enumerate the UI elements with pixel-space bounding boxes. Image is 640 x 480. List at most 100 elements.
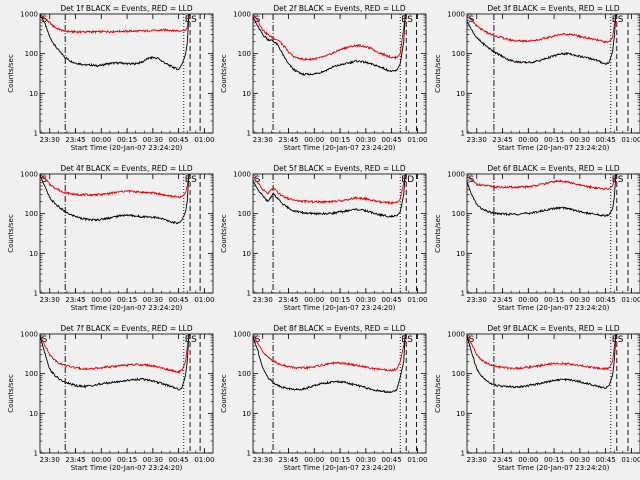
- x-tick-label: 00:45: [382, 296, 402, 304]
- x-tick-label: 00:15: [330, 296, 350, 304]
- time-marker-label: S: [618, 175, 624, 185]
- time-marker-label: D: [407, 175, 414, 185]
- x-tick-label: 00:30: [356, 296, 376, 304]
- events-series-line: [252, 173, 406, 218]
- y-tick-label: 1000: [20, 11, 38, 19]
- lld-series-line: [39, 173, 190, 199]
- x-tick-label: 23:45: [492, 456, 512, 464]
- x-tick-label: 00:30: [143, 136, 163, 144]
- x-tick-label: 00:00: [518, 296, 538, 304]
- y-tick-label: 1000: [20, 331, 38, 339]
- y-tick-label: 1000: [233, 171, 251, 179]
- x-tick-label: 00:45: [169, 136, 189, 144]
- plot-frame: [466, 333, 640, 454]
- x-tick-label: 00:45: [382, 136, 402, 144]
- x-tick-label: 23:30: [253, 456, 273, 464]
- x-tick-label: 00:00: [304, 456, 324, 464]
- x-tick-label: 00:30: [570, 136, 590, 144]
- events-series-line: [39, 333, 190, 391]
- x-tick-label: 23:30: [40, 456, 60, 464]
- y-tick-label: 10: [242, 250, 251, 258]
- x-tick-label: 01:00: [407, 136, 427, 144]
- x-tick-label: 00:15: [544, 136, 564, 144]
- x-axis-label: Start Time (20-Jan-07 23:24:20): [284, 304, 396, 312]
- y-tick-label: 10: [456, 250, 465, 258]
- y-tick-label: 100: [25, 210, 38, 218]
- x-tick-label: 00:45: [169, 456, 189, 464]
- events-series-line: [466, 333, 617, 389]
- time-marker-label: S: [618, 335, 624, 345]
- lld-series-line: [252, 13, 406, 62]
- x-tick-label: 23:30: [40, 296, 60, 304]
- x-tick-label: 00:30: [356, 136, 376, 144]
- y-tick-label: 1: [34, 130, 38, 138]
- y-axis-label: Counts/sec: [434, 374, 442, 413]
- y-tick-label: 1000: [447, 11, 465, 19]
- x-tick-label: 23:45: [278, 296, 298, 304]
- y-tick-label: 1: [461, 290, 465, 298]
- x-tick-label: 01:00: [621, 456, 640, 464]
- x-tick-label: 23:45: [65, 136, 85, 144]
- events-series-line: [466, 13, 617, 66]
- x-tick-label: 01:00: [407, 296, 427, 304]
- y-tick-label: 1: [34, 290, 38, 298]
- events-series-line: [252, 333, 406, 394]
- x-axis-label: Start Time (20-Jan-07 23:24:20): [284, 144, 396, 152]
- plot-frame: [252, 333, 427, 454]
- panel-2: Det 2f BLACK = Events, RED = LLD 1 10 100 10…: [220, 4, 428, 152]
- x-axis-label: Start Time (20-Jan-07 23:24:20): [71, 304, 183, 312]
- x-tick-label: 23:45: [65, 296, 85, 304]
- x-tick-label: 00:45: [596, 456, 616, 464]
- x-tick-label: 00:45: [596, 136, 616, 144]
- y-tick-label: 100: [238, 50, 251, 58]
- y-tick-label: 10: [29, 250, 38, 258]
- y-tick-label: 10: [242, 90, 251, 98]
- y-axis-label: Counts/sec: [7, 54, 15, 93]
- y-tick-label: 1000: [447, 331, 465, 339]
- plot-frame: [39, 13, 214, 134]
- events-series-line: [252, 13, 406, 77]
- chart-title: Det 7f BLACK = Events, RED = LLD: [60, 324, 193, 333]
- plot-frame: [39, 333, 214, 454]
- y-tick-label: 1: [34, 450, 38, 458]
- x-tick-label: 00:15: [117, 136, 137, 144]
- x-tick-label: 01:00: [194, 456, 214, 464]
- x-axis-label: Start Time (20-Jan-07 23:24:20): [498, 304, 610, 312]
- events-series-line: [39, 13, 190, 71]
- x-tick-label: 00:00: [91, 456, 111, 464]
- x-tick-label: 23:45: [492, 136, 512, 144]
- time-marker-label: S: [255, 335, 261, 345]
- y-tick-label: 100: [25, 50, 38, 58]
- y-tick-label: 100: [238, 370, 251, 378]
- y-axis-label: Counts/sec: [220, 374, 228, 413]
- y-tick-label: 10: [456, 90, 465, 98]
- x-tick-label: 00:00: [91, 136, 111, 144]
- lld-series-line: [252, 173, 406, 206]
- x-tick-label: 23:45: [278, 456, 298, 464]
- chart-title: Det 2f BLACK = Events, RED = LLD: [273, 4, 406, 13]
- panel-6: Det 6f BLACK = Events, RED = LLD 1 10 100 10…: [434, 164, 640, 312]
- plot-frame: [466, 13, 640, 134]
- x-tick-label: 23:45: [492, 296, 512, 304]
- y-axis-label: Counts/sec: [220, 214, 228, 253]
- x-axis-label: Start Time (20-Jan-07 23:24:20): [498, 144, 610, 152]
- y-axis-label: Counts/sec: [7, 214, 15, 253]
- y-tick-label: 100: [452, 50, 465, 58]
- plot-frame: [252, 13, 427, 134]
- panel-1: Det 1f BLACK = Events, RED = LLD 1 10 100 10…: [7, 4, 215, 152]
- y-axis-label: Counts/sec: [220, 54, 228, 93]
- y-tick-label: 100: [238, 210, 251, 218]
- x-tick-label: 00:15: [330, 136, 350, 144]
- time-marker-label: S: [407, 15, 413, 25]
- y-tick-label: 1000: [20, 171, 38, 179]
- time-marker-label: S: [618, 15, 624, 25]
- x-tick-label: 01:00: [194, 136, 214, 144]
- time-marker-label: S: [42, 175, 48, 185]
- y-tick-label: 100: [25, 370, 38, 378]
- time-marker-label: S: [407, 335, 413, 345]
- y-tick-label: 1: [461, 450, 465, 458]
- x-axis-label: Start Time (20-Jan-07 23:24:20): [498, 464, 610, 472]
- plot-frame: [466, 173, 640, 294]
- x-axis-label: Start Time (20-Jan-07 23:24:20): [284, 464, 396, 472]
- time-marker-label: S: [191, 175, 197, 185]
